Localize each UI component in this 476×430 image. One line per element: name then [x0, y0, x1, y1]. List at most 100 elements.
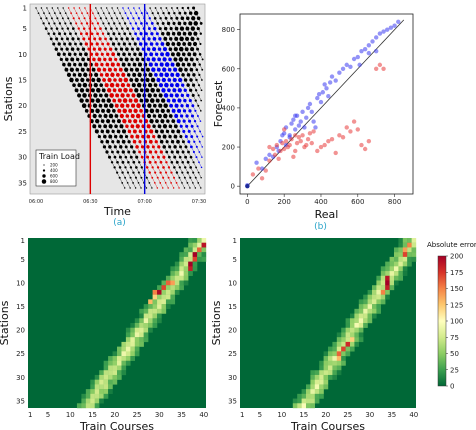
x-tick-label: 25	[343, 411, 352, 419]
heatmap-cell	[161, 285, 167, 291]
train-load-point	[154, 140, 158, 144]
heatmap-cell	[121, 370, 127, 376]
train-load-point	[175, 160, 179, 164]
train-load-point	[77, 72, 82, 77]
heatmap-cell	[157, 289, 162, 295]
heatmap-cell	[125, 332, 131, 338]
train-load-point	[163, 26, 168, 31]
train-load-point	[197, 182, 200, 184]
x-tick-label: 10	[277, 411, 286, 419]
train-load-point	[97, 134, 101, 139]
train-load-point	[193, 21, 198, 26]
train-load-point	[183, 187, 186, 189]
heatmap-cell	[323, 384, 329, 390]
heatmap-cell	[112, 360, 118, 366]
train-load-point	[161, 77, 167, 83]
train-load-point	[75, 22, 78, 25]
train-load-point	[198, 73, 201, 76]
train-load-point	[59, 12, 62, 15]
x-tick-label: 40	[199, 411, 208, 419]
heatmap-cell	[376, 289, 381, 295]
train-load-point	[146, 57, 151, 62]
heatmap-cell	[363, 323, 368, 328]
heatmap-cell	[336, 365, 342, 371]
train-load-point	[127, 161, 130, 164]
train-load-point	[110, 27, 113, 30]
heatmap-cell	[376, 294, 381, 300]
train-load-point	[91, 67, 96, 72]
train-load-point	[189, 155, 193, 159]
x-tick-label: 30	[365, 411, 374, 419]
train-load-point	[179, 145, 182, 149]
train-load-point	[181, 62, 186, 67]
train-load-point	[178, 11, 182, 15]
train-load-point	[170, 16, 173, 20]
train-load-point	[178, 176, 181, 179]
train-load-point	[85, 22, 89, 25]
train-load-point	[92, 12, 94, 14]
train-load-point	[99, 83, 104, 87]
heatmap-cell	[314, 384, 320, 390]
heatmap-cell	[407, 256, 412, 262]
train-load-point	[117, 42, 121, 46]
heatmap-cell	[165, 280, 171, 286]
train-load-point	[149, 98, 155, 103]
heatmap-cell	[380, 280, 386, 286]
data-point	[329, 74, 335, 79]
train-load-point	[112, 98, 117, 103]
train-load-point	[101, 32, 105, 35]
data-point	[381, 66, 386, 71]
train-load-point	[121, 181, 124, 184]
train-load-point	[103, 113, 108, 119]
data-point	[340, 135, 346, 140]
train-load-point	[95, 7, 97, 9]
y-tick-label: 35	[228, 397, 237, 405]
heatmap-cell	[125, 351, 131, 357]
train-load-point	[178, 57, 184, 62]
train-load-point	[167, 67, 172, 72]
train-load-point	[100, 52, 104, 56]
heatmap-cell	[94, 379, 100, 385]
train-load-point	[160, 98, 166, 103]
heatmap-cell	[170, 271, 176, 276]
train-load-point	[179, 135, 183, 139]
train-load-point	[92, 57, 96, 62]
train-load-point	[128, 32, 132, 35]
train-load-point	[150, 22, 154, 25]
heatmap-cell	[402, 247, 408, 253]
train-load-point	[56, 17, 59, 20]
train-load-point	[159, 171, 162, 174]
data-point	[344, 62, 349, 68]
train-load-point	[114, 124, 118, 129]
heatmap-cell	[319, 379, 324, 385]
train-load-point	[106, 42, 110, 46]
train-load-point	[175, 181, 178, 184]
train-load-point	[115, 93, 120, 98]
train-load-point	[193, 10, 199, 16]
train-load-point	[115, 37, 118, 41]
train-load-point	[134, 77, 139, 83]
train-load-point	[105, 7, 108, 9]
train-load-point	[79, 98, 84, 103]
train-load-point	[64, 67, 69, 72]
y-tick-label: 30	[228, 374, 237, 382]
train-load-point	[67, 52, 72, 57]
train-load-point	[133, 7, 135, 9]
train-load-point	[192, 73, 196, 77]
heatmap-cell	[157, 304, 162, 310]
heatmap-cell	[161, 289, 167, 295]
x-tick-label: 06:00	[29, 199, 43, 205]
train-load-point	[188, 119, 192, 123]
heatmap-cell	[385, 275, 390, 281]
colorbar-tick-label: 25	[450, 366, 459, 374]
heatmap-cell	[143, 323, 149, 328]
train-load-point	[149, 118, 154, 124]
train-load-point	[135, 12, 138, 15]
data-point	[300, 133, 305, 138]
train-load-point	[119, 124, 124, 129]
train-load-point	[187, 129, 191, 133]
train-load-point	[198, 63, 201, 66]
train-load-point	[92, 103, 98, 108]
heatmap-cell	[90, 379, 95, 385]
x-tick-label: 15	[88, 411, 97, 419]
